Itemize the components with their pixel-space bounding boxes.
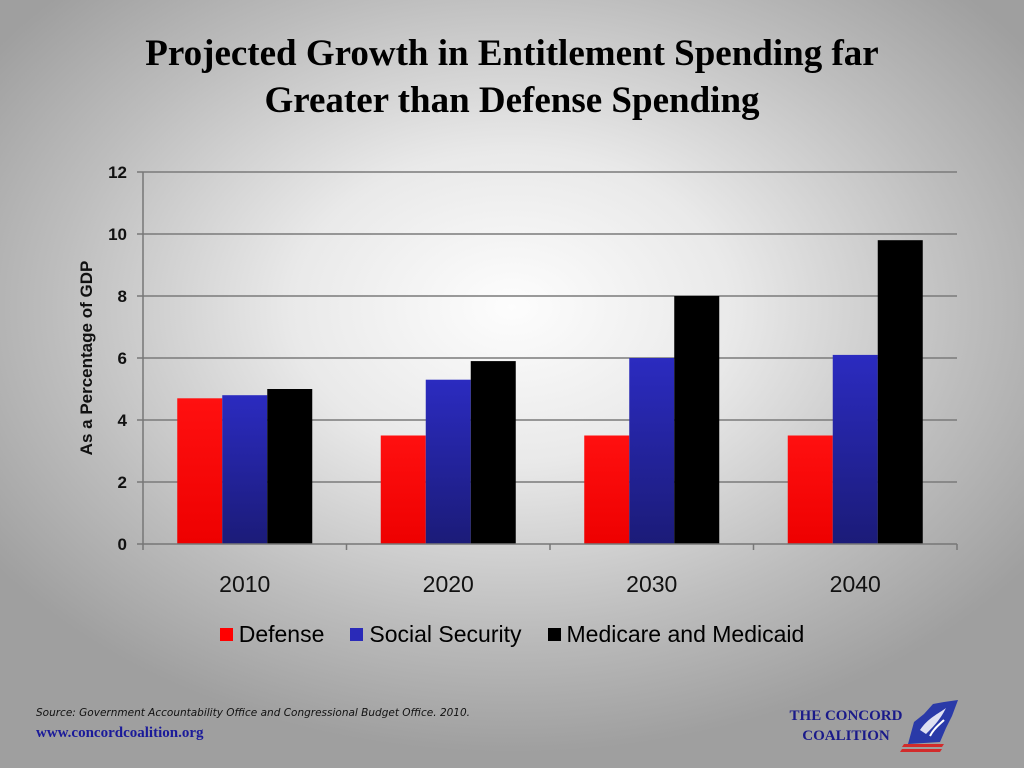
bar-defense-2010 [177,398,223,544]
x-tick-label: 2030 [626,571,677,597]
concord-coalition-logo: THE CONCORD COALITION [776,700,966,756]
legend-item-medicare-and-medicaid: Medicare and Medicaid [547,620,805,648]
x-tick-label: 2040 [830,571,881,597]
website-link[interactable]: www.concordcoalition.org [36,725,204,741]
y-tick-label: 6 [118,349,127,368]
chart-legend: Defense Social Security Medicare and Medic… [0,619,1024,649]
legend-item-defense: Defense [219,620,325,648]
logo-text: THE CONCORD COALITION [776,706,916,746]
bar-social-security-2040 [832,354,878,544]
y-tick-label: 0 [118,535,127,554]
bar-medicare-and-medicaid-2040 [877,240,923,544]
axes: 0 2 4 6 8 10 12 2010 2020 2030 2040 [108,163,958,597]
bar-defense-2030 [584,435,630,544]
y-tick-label: 10 [108,225,127,244]
virginia-map-eagle-icon [900,700,958,752]
bar-social-security-2030 [629,358,675,544]
legend-swatch [350,627,364,641]
source-note: Source: Government Accountability Office… [36,707,471,719]
bar-social-security-2010 [222,395,268,544]
y-axis-label: As a Percentage of GDP [77,261,96,456]
bars [177,240,923,544]
bar-medicare-and-medicaid-2010 [267,389,313,544]
bar-medicare-and-medicaid-2030 [674,296,720,544]
y-tick-label: 2 [118,473,127,492]
bar-defense-2020 [380,435,426,544]
title-line-2: Greater than Defense Spending [264,80,760,121]
y-tick-label: 12 [108,163,127,182]
legend-label: Defense [238,620,325,647]
logo-line-2: COALITION [802,728,890,744]
slide-title: Projected Growth in Entitlement Spending… [40,30,984,124]
legend-item-social-security: Social Security [350,620,522,648]
bar-defense-2040 [787,435,833,544]
title-line-1: Projected Growth in Entitlement Spending… [145,33,879,74]
x-tick-label: 2010 [219,571,270,597]
legend-label: Social Security [369,620,522,647]
legend-swatch [219,627,233,641]
y-tick-label: 4 [118,411,128,430]
bar-medicare-and-medicaid-2020 [470,361,516,544]
legend-swatch [547,627,561,641]
y-tick-label: 8 [118,287,127,306]
legend-label: Medicare and Medicaid [566,620,805,647]
logo-line-1: THE CONCORD [789,708,903,724]
bar-chart: 0 2 4 6 8 10 12 2010 2020 2030 2040 As a Percentag… [77,163,958,597]
x-tick-label: 2020 [423,571,474,597]
bar-social-security-2020 [425,379,471,544]
